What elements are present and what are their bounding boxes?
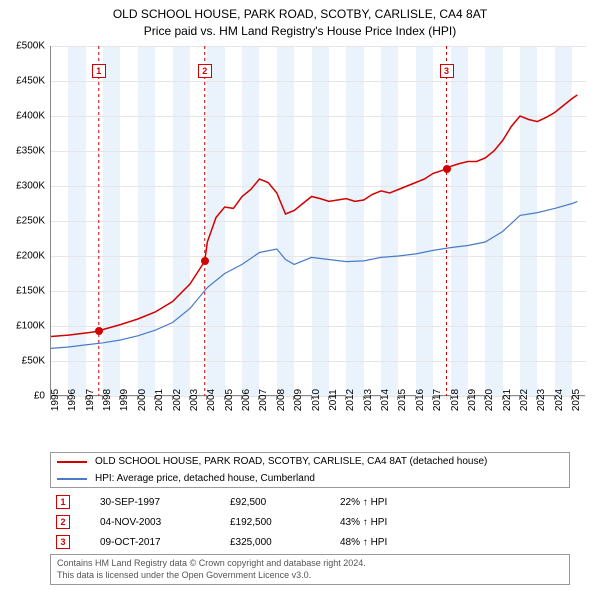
- event-delta-1: 22% ↑ HPI: [340, 497, 440, 508]
- event-num-2: 2: [56, 515, 70, 529]
- event-delta-3: 48% ↑ HPI: [340, 537, 440, 548]
- x-axis-label: 2001: [154, 389, 165, 411]
- x-axis-label: 2007: [258, 389, 269, 411]
- chart-area: 123 £0£50K£100K£150K£200K£250K£300K£350K…: [50, 46, 585, 416]
- event-delta-2: 43% ↑ HPI: [340, 517, 440, 528]
- y-axis-label: £450K: [16, 76, 45, 87]
- x-axis-label: 2025: [571, 389, 582, 411]
- x-axis-label: 2019: [467, 389, 478, 411]
- x-axis-label: 2014: [380, 389, 391, 411]
- legend-row-hpi: HPI: Average price, detached house, Cumb…: [51, 470, 569, 487]
- event-price-2: £192,500: [230, 517, 340, 528]
- event-row-1: 1 30-SEP-1997 £92,500 22% ↑ HPI: [50, 492, 570, 512]
- legend-label-property: OLD SCHOOL HOUSE, PARK ROAD, SCOTBY, CAR…: [95, 456, 487, 467]
- plot-region: 1 2 3: [50, 46, 585, 396]
- event-marker-dot: [95, 327, 103, 335]
- x-axis-label: 2008: [276, 389, 287, 411]
- y-axis-label: £500K: [16, 41, 45, 52]
- x-axis-label: 2010: [311, 389, 322, 411]
- event-row-3: 3 09-OCT-2017 £325,000 48% ↑ HPI: [50, 532, 570, 552]
- y-axis-label: £0: [34, 391, 45, 402]
- title-line-2: Price paid vs. HM Land Registry's House …: [0, 23, 600, 40]
- event-marker-dot: [201, 257, 209, 265]
- event-marker-box: 2: [198, 64, 212, 78]
- x-axis-label: 2002: [172, 389, 183, 411]
- x-axis-label: 2022: [519, 389, 530, 411]
- title-line-1: OLD SCHOOL HOUSE, PARK ROAD, SCOTBY, CAR…: [0, 6, 600, 23]
- event-num-3: 3: [56, 535, 70, 549]
- x-axis-label: 2011: [328, 389, 339, 411]
- event-price-3: £325,000: [230, 537, 340, 548]
- event-row-2: 2 04-NOV-2003 £192,500 43% ↑ HPI: [50, 512, 570, 532]
- event-date-3: 09-OCT-2017: [100, 537, 230, 548]
- event-marker-dot: [443, 165, 451, 173]
- y-axis-label: £50K: [22, 356, 45, 367]
- event-marker-box: 1: [92, 64, 106, 78]
- x-axis-label: 2005: [224, 389, 235, 411]
- y-axis-label: £100K: [16, 321, 45, 332]
- event-date-2: 04-NOV-2003: [100, 517, 230, 528]
- x-axis-label: 2003: [189, 389, 200, 411]
- x-axis-label: 1998: [102, 389, 113, 411]
- x-axis-label: 1999: [119, 389, 130, 411]
- event-num-1: 1: [56, 495, 70, 509]
- chart-title: OLD SCHOOL HOUSE, PARK ROAD, SCOTBY, CAR…: [0, 0, 600, 40]
- x-axis-label: 2009: [293, 389, 304, 411]
- y-axis-label: £150K: [16, 286, 45, 297]
- legend-swatch-property: [57, 461, 87, 463]
- plot-svg: [51, 46, 586, 396]
- y-axis-label: £400K: [16, 111, 45, 122]
- x-axis-label: 2021: [502, 389, 513, 411]
- legend-row-property: OLD SCHOOL HOUSE, PARK ROAD, SCOTBY, CAR…: [51, 453, 569, 470]
- x-axis-label: 2018: [450, 389, 461, 411]
- event-marker-box: 3: [440, 64, 454, 78]
- series-property: [51, 95, 577, 337]
- x-axis-label: 2017: [432, 389, 443, 411]
- y-axis-label: £350K: [16, 146, 45, 157]
- x-axis-label: 2024: [554, 389, 565, 411]
- event-date-1: 30-SEP-1997: [100, 497, 230, 508]
- x-axis-label: 2006: [241, 389, 252, 411]
- legend-label-hpi: HPI: Average price, detached house, Cumb…: [95, 473, 315, 484]
- x-axis-label: 2015: [397, 389, 408, 411]
- chart-container: OLD SCHOOL HOUSE, PARK ROAD, SCOTBY, CAR…: [0, 0, 600, 590]
- footer-line-1: Contains HM Land Registry data © Crown c…: [57, 558, 563, 570]
- legend: OLD SCHOOL HOUSE, PARK ROAD, SCOTBY, CAR…: [50, 452, 570, 488]
- events-table: 1 30-SEP-1997 £92,500 22% ↑ HPI 2 04-NOV…: [50, 492, 570, 552]
- x-axis-label: 2016: [415, 389, 426, 411]
- series-hpi: [51, 201, 577, 348]
- footer-line-2: This data is licensed under the Open Gov…: [57, 570, 563, 582]
- footer: Contains HM Land Registry data © Crown c…: [50, 554, 570, 585]
- x-axis-label: 2013: [363, 389, 374, 411]
- x-axis-label: 1997: [85, 389, 96, 411]
- x-axis-label: 2020: [484, 389, 495, 411]
- legend-swatch-hpi: [57, 478, 87, 480]
- x-axis-label: 2012: [345, 389, 356, 411]
- y-axis-label: £200K: [16, 251, 45, 262]
- y-axis-label: £250K: [16, 216, 45, 227]
- x-axis-label: 1996: [67, 389, 78, 411]
- x-axis-label: 2000: [137, 389, 148, 411]
- event-price-1: £92,500: [230, 497, 340, 508]
- x-axis-label: 1995: [50, 389, 61, 411]
- y-axis-label: £300K: [16, 181, 45, 192]
- x-axis-label: 2023: [536, 389, 547, 411]
- x-axis-label: 2004: [206, 389, 217, 411]
